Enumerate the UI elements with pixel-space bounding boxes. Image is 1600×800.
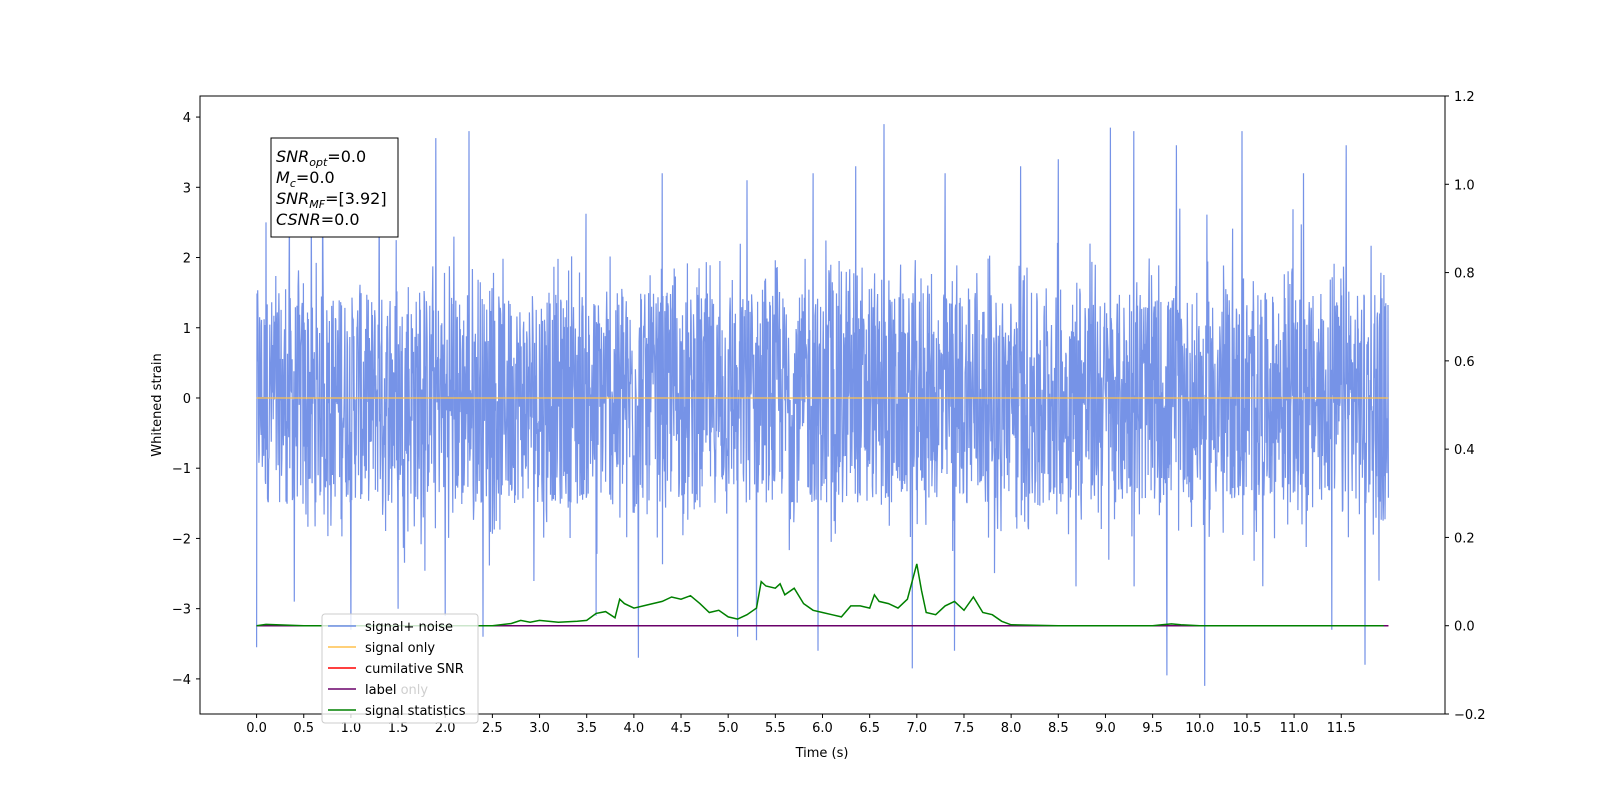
y-tick-label: −4 xyxy=(172,673,191,688)
y-axis-label: Whitened strain xyxy=(150,353,165,456)
y2-tick-label: −0.2 xyxy=(1454,708,1486,723)
annotation-line: Mc=0.0 xyxy=(276,168,335,190)
x-tick-label: 7.0 xyxy=(906,721,927,736)
x-tick-label: 2.5 xyxy=(482,721,503,736)
y-tick-label: 2 xyxy=(183,252,191,267)
x-tick-label: 0.0 xyxy=(246,721,267,736)
legend-entry: cumilative SNR xyxy=(365,662,464,677)
x-tick-label: 8.0 xyxy=(1001,721,1022,736)
y-tick-label: −1 xyxy=(172,462,191,477)
y-tick-label: 3 xyxy=(183,181,191,196)
legend: label only signal+ noise signal only cumil… xyxy=(321,613,479,724)
y2-tick-label: 0.6 xyxy=(1454,355,1475,370)
legend-hidden-text: label only xyxy=(365,683,428,698)
x-tick-label: 1.5 xyxy=(388,721,409,736)
x-tick-label: 10.0 xyxy=(1185,721,1214,736)
x-tick-label: 11.0 xyxy=(1280,721,1309,736)
y-axis-right: −0.2 0.0 0.2 0.4 0.6 0.8 1.0 1.2 xyxy=(1445,90,1486,723)
x-tick-label: 9.5 xyxy=(1142,721,1163,736)
x-tick-label: 4.5 xyxy=(671,721,692,736)
y-axis-left: −4 −3 −2 −1 0 1 2 3 4 xyxy=(172,111,200,688)
x-tick-label: 3.0 xyxy=(529,721,550,736)
annotation-frame xyxy=(270,137,399,238)
x-tick-label: 1.0 xyxy=(341,721,362,736)
x-tick-label: 11.5 xyxy=(1327,721,1356,736)
legend-entry: label xyxy=(365,683,396,698)
y2-tick-label: 1.2 xyxy=(1454,90,1475,105)
x-tick-label: 8.5 xyxy=(1048,721,1069,736)
x-tick-label: 9.0 xyxy=(1095,721,1116,736)
x-tick-label: 6.5 xyxy=(859,721,880,736)
legend-entry: signal only xyxy=(365,641,435,656)
legend-entry: signal statistics xyxy=(365,704,466,719)
y-tick-label: 4 xyxy=(183,111,191,126)
x-tick-label: 6.0 xyxy=(812,721,833,736)
y-tick-label: 1 xyxy=(183,322,191,337)
y2-tick-label: 0.2 xyxy=(1454,531,1475,546)
x-tick-label: 5.5 xyxy=(765,721,786,736)
x-axis-label: Time (s) xyxy=(795,746,849,761)
x-tick-label: 7.5 xyxy=(954,721,975,736)
x-axis: 0.0 0.5 1.0 1.5 2.0 2.5 3.0 3.5 4.0 4.5 5.0 5.5 6.0 6… xyxy=(246,714,1356,736)
y2-tick-label: 0.4 xyxy=(1454,443,1475,458)
y-tick-label: −2 xyxy=(172,532,191,547)
y-tick-label: 0 xyxy=(183,392,191,407)
x-tick-label: 5.0 xyxy=(718,721,739,736)
x-tick-label: 3.5 xyxy=(576,721,597,736)
x-tick-label: 2.0 xyxy=(435,721,456,736)
legend-entry: signal+ noise xyxy=(365,620,453,635)
x-tick-label: 0.5 xyxy=(293,721,314,736)
series-signal-statistics-line xyxy=(256,563,1384,627)
annotation-line: CSNR=0.0 xyxy=(276,210,360,229)
x-tick-label: 10.5 xyxy=(1232,721,1261,736)
y-tick-label: −3 xyxy=(172,603,191,618)
x-tick-label: 4.0 xyxy=(624,721,645,736)
annotation-line: SNRopt=0.0 xyxy=(276,147,366,169)
y2-tick-label: 0.0 xyxy=(1454,620,1475,635)
legend-frame xyxy=(321,613,479,724)
annotation-line: SNRMF=[3.92] xyxy=(276,189,387,211)
y2-tick-label: 1.0 xyxy=(1454,178,1475,193)
y2-tick-label: 0.8 xyxy=(1454,267,1475,282)
